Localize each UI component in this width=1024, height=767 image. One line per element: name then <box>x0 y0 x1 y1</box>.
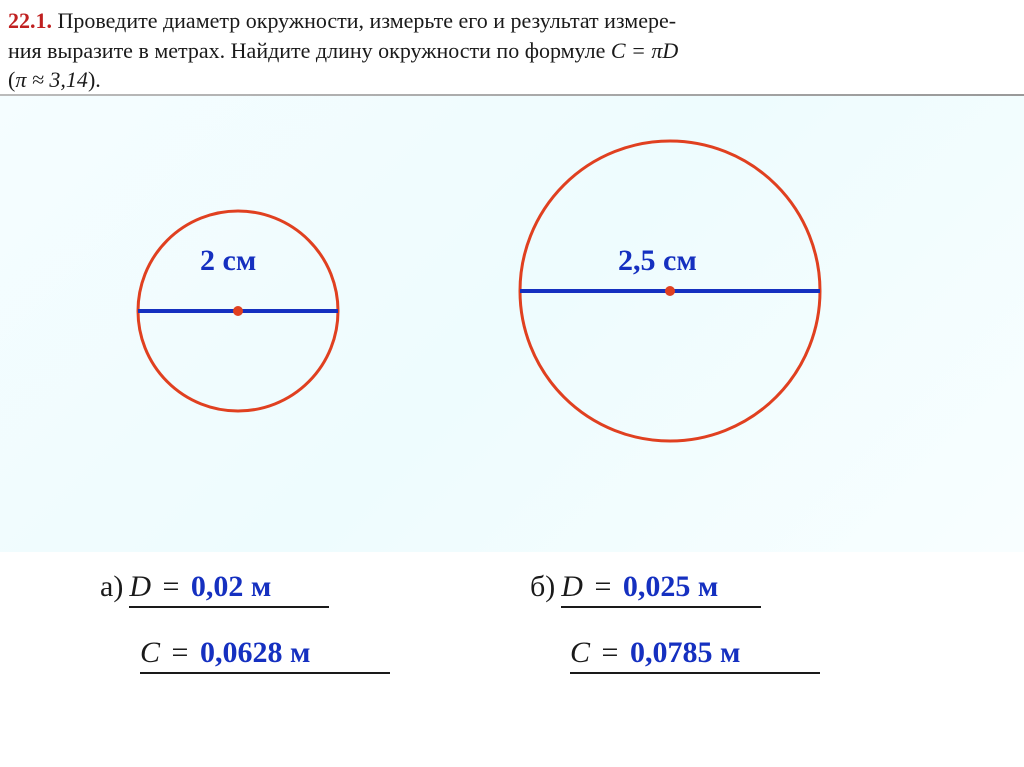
problem-formula: С = πD <box>611 38 678 63</box>
answer-a-d-value: 0,02 м <box>191 570 271 603</box>
answer-b-d-row: б) D = 0,025 м <box>530 570 820 608</box>
answer-a-label: а) <box>100 570 123 604</box>
answer-a-d-row: а) D = 0,02 м <box>100 570 390 608</box>
right-center-dot <box>665 286 675 296</box>
problem-line1: Проведите диаметр окружности, измерьте е… <box>58 8 677 33</box>
pi-approx: π ≈ 3,14 <box>15 67 88 92</box>
answer-b-c-row: C = 0,0785 м <box>570 636 820 674</box>
problem-statement: 22.1. Проведите диаметр окружности, изме… <box>0 0 1024 95</box>
right-diameter-label: 2,5 см <box>618 244 697 278</box>
left-circle-svg <box>0 96 500 536</box>
left-diameter-label: 2 см <box>200 244 256 278</box>
left-center-dot <box>233 306 243 316</box>
answer-b: б) D = 0,025 м C = 0,0785 м <box>530 570 820 682</box>
answer-b-d-var: D <box>561 570 583 603</box>
answer-a: а) D = 0,02 м C = 0,0628 м <box>100 570 390 682</box>
answer-b-label: б) <box>530 570 555 604</box>
answer-a-c-value: 0,0628 м <box>200 636 310 669</box>
answer-b-d-value: 0,025 м <box>623 570 718 603</box>
answer-b-c-value: 0,0785 м <box>630 636 740 669</box>
eq-sign: = <box>162 570 179 603</box>
problem-l3-suffix: ). <box>88 67 101 92</box>
right-circle-svg <box>480 96 1024 536</box>
problem-number: 22.1. <box>8 8 52 33</box>
eq-sign: = <box>594 570 611 603</box>
eq-sign: = <box>172 636 189 669</box>
problem-line2: ния выразите в метрах. Найдите длину окр… <box>8 38 611 63</box>
diagram-area: 2 см 2,5 см <box>0 96 1024 552</box>
answer-a-d-var: D <box>129 570 151 603</box>
answer-a-c-row: C = 0,0628 м <box>140 636 390 674</box>
eq-sign: = <box>602 636 619 669</box>
answer-a-c-var: C <box>140 636 160 669</box>
answer-b-c-var: C <box>570 636 590 669</box>
